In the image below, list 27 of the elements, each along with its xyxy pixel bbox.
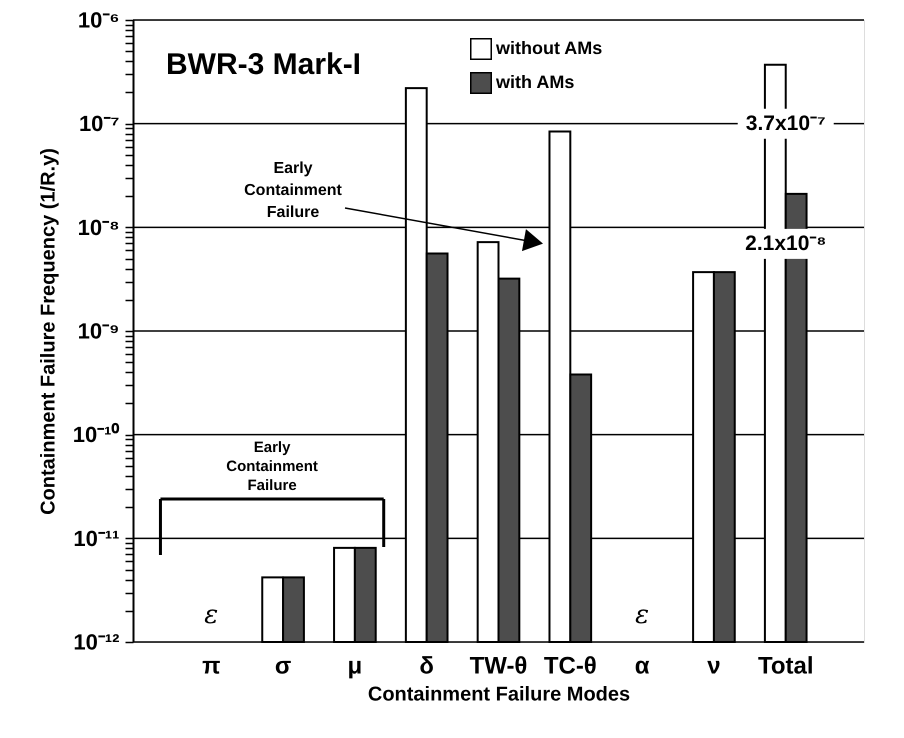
y-tick-label: 10⁻¹¹ [73,526,120,551]
annotation: Early Containment Failure [226,439,318,494]
x-tick-label: α [634,652,650,680]
legend-label: without AMs [495,38,602,58]
y-tick-label: 10⁻⁶ [78,8,120,32]
x-tick-label: Total [758,652,814,680]
x-tick-label: π [202,652,220,680]
y-tick-label: 10⁻⁹ [78,318,120,344]
x-tick-label: ν [707,652,721,680]
text: BWR-3 Mark-I [166,48,362,81]
x-axis-title: Containment Failure Modes [368,684,630,706]
x-tick-label: TW-θ [470,652,528,680]
y-axis-title: Containment Failure Frequency (1/R.y) [38,148,60,515]
x-tick-label: σ [274,652,292,680]
x-tick-label: μ [348,652,362,680]
annotation: ε [635,600,650,630]
y-tick-label: 10⁻¹⁰ [72,422,120,448]
x-tick-label: δ [419,652,434,680]
annotation: ε [204,600,218,630]
y-tick-label: 10⁻¹² [73,630,120,654]
annotation: Early Containment Failure [244,160,343,221]
y-tick-label: 10⁻⁸ [78,214,120,240]
legend-label: with AMs [495,72,574,92]
x-tick-label: TC-θ [544,652,597,680]
data-label: 2.1x10⁻⁸ [745,232,826,255]
y-tick-label: 10⁻⁷ [78,111,120,136]
data-label: 3.7x10⁻⁷ [746,112,826,135]
